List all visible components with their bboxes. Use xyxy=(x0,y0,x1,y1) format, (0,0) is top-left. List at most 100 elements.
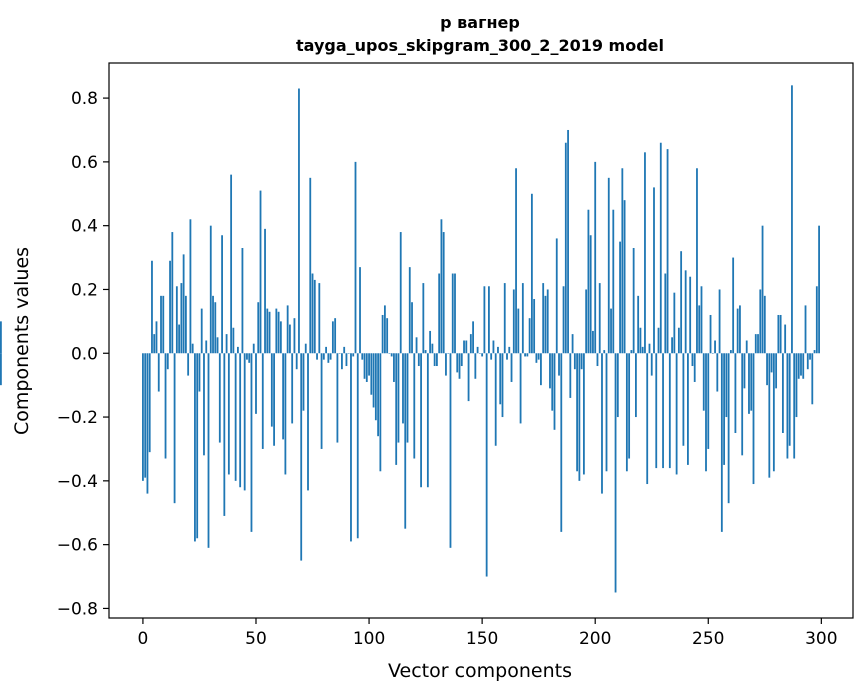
bar-9 xyxy=(162,295,165,354)
bar-228 xyxy=(657,327,660,354)
bar-75 xyxy=(311,273,314,354)
bar-108 xyxy=(386,318,389,354)
bar-119 xyxy=(411,302,413,354)
bar-24 xyxy=(196,353,199,539)
bar-182 xyxy=(553,353,556,430)
bar-224 xyxy=(648,343,651,354)
bar-43 xyxy=(239,353,242,488)
bar-165 xyxy=(515,168,517,354)
bar-281 xyxy=(777,314,780,354)
bar-127 xyxy=(429,330,432,354)
bar-158 xyxy=(499,353,502,405)
bar-19 xyxy=(184,295,187,354)
bar-215 xyxy=(628,353,631,459)
bar-117 xyxy=(406,353,409,443)
bar-154 xyxy=(490,353,493,360)
bar-288 xyxy=(793,353,796,459)
bar-178 xyxy=(544,295,547,354)
bar-210 xyxy=(616,353,619,418)
bar-148 xyxy=(476,346,479,354)
bar-164 xyxy=(512,289,515,354)
bar-143 xyxy=(465,340,468,354)
bar-4 xyxy=(151,260,153,354)
bar-225 xyxy=(650,353,653,376)
bar-146 xyxy=(472,321,474,354)
bar-137 xyxy=(451,273,454,354)
bar-250 xyxy=(707,353,710,449)
bar-191 xyxy=(573,353,576,370)
bar-5 xyxy=(153,334,156,354)
bar-13 xyxy=(171,232,174,354)
bar-155 xyxy=(492,340,495,354)
bar-44 xyxy=(241,248,244,354)
bar-261 xyxy=(732,257,735,354)
bar-145 xyxy=(469,334,472,354)
bar-237 xyxy=(677,327,680,354)
y-tick-label: 0.0 xyxy=(71,344,98,364)
bar-222 xyxy=(644,152,646,354)
bar-48 xyxy=(250,353,253,532)
bar-2 xyxy=(146,353,149,494)
bar-206 xyxy=(607,177,610,354)
bar-199 xyxy=(592,330,594,354)
bar-299 xyxy=(818,225,820,354)
bar-46 xyxy=(246,353,248,360)
bar-106 xyxy=(381,314,384,354)
x-tick-label: 250 xyxy=(692,629,724,649)
bar-36 xyxy=(223,353,226,516)
bar-17 xyxy=(180,283,183,354)
bar-6 xyxy=(155,321,158,354)
bar-39 xyxy=(230,174,233,354)
bar-238 xyxy=(680,251,683,354)
bar-257 xyxy=(723,353,726,465)
bar-64 xyxy=(286,305,289,354)
bar-214 xyxy=(625,353,628,472)
bar-208 xyxy=(612,209,615,354)
bar-212 xyxy=(621,168,624,354)
bar-160 xyxy=(503,283,506,354)
bar-101 xyxy=(370,353,373,395)
bar-20 xyxy=(187,353,190,376)
bar-10 xyxy=(164,353,167,459)
bar-283 xyxy=(781,353,784,433)
bar-170 xyxy=(526,353,529,357)
bar-272 xyxy=(757,334,759,354)
bar-264 xyxy=(739,305,741,354)
bar-11 xyxy=(166,353,169,370)
bar-184 xyxy=(558,353,560,376)
bar-289 xyxy=(795,353,798,418)
bar-181 xyxy=(551,353,554,411)
bar-219 xyxy=(637,295,640,354)
bar-275 xyxy=(763,295,766,354)
bar-38 xyxy=(227,353,230,475)
bar-8 xyxy=(160,295,162,354)
bar-109 xyxy=(388,353,391,354)
bar-190 xyxy=(571,334,574,354)
bar-188 xyxy=(567,129,569,354)
bar-136 xyxy=(449,353,452,548)
bar-277 xyxy=(768,353,771,478)
bar-69 xyxy=(298,88,300,354)
y-tick-label: −0.2 xyxy=(57,408,98,428)
bar-132 xyxy=(440,219,443,354)
bar-65 xyxy=(289,324,291,354)
bar-233 xyxy=(668,353,671,469)
bar-171 xyxy=(528,318,531,354)
bar-265 xyxy=(741,353,744,456)
bar-205 xyxy=(605,353,608,472)
bar-194 xyxy=(580,353,583,370)
bar-260 xyxy=(729,350,732,354)
bar-115 xyxy=(402,353,404,424)
bar-35 xyxy=(221,235,223,354)
bar-139 xyxy=(456,353,459,373)
bar-226 xyxy=(653,187,655,354)
bar-187 xyxy=(564,142,567,354)
bar-68 xyxy=(295,353,298,370)
bar-142 xyxy=(463,340,465,354)
bar-118 xyxy=(408,267,411,354)
bar-290 xyxy=(797,353,800,379)
bar-53 xyxy=(261,353,264,449)
bar-294 xyxy=(806,353,809,370)
bar-202 xyxy=(598,283,601,354)
